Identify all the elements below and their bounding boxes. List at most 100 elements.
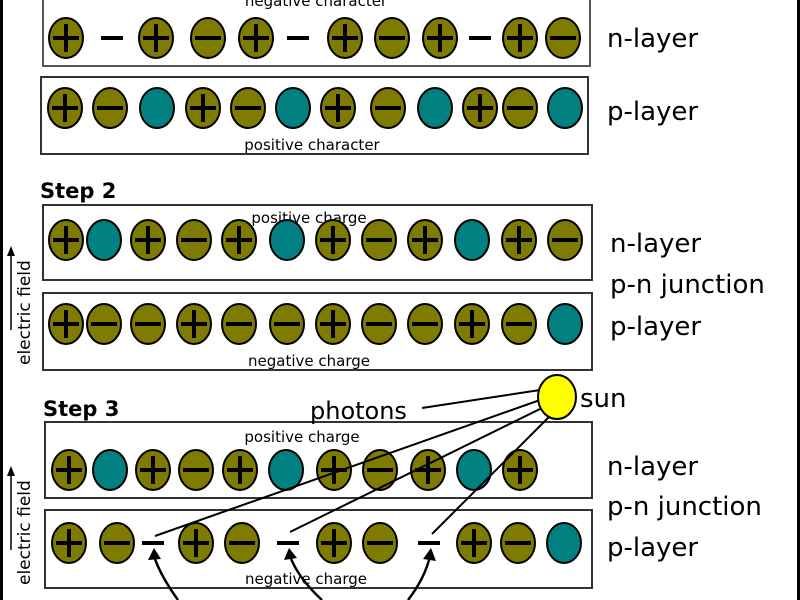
- step2-title: Step 2: [40, 179, 116, 203]
- negative-atom-icon: [99, 522, 135, 564]
- negative-atom-icon: [545, 17, 581, 59]
- positive-atom-icon: [456, 522, 492, 564]
- hole-icon: [546, 522, 582, 564]
- positive-atom-icon: [185, 87, 221, 129]
- step1-n-layer-box: [42, 0, 591, 67]
- step2: Step 2 positive charge negative charge n…: [7, 179, 765, 371]
- positive-atom-icon: [222, 449, 258, 491]
- negative-atom-icon: [92, 87, 128, 129]
- negative-atom-icon: [176, 219, 212, 261]
- positive-atom-icon: [502, 17, 538, 59]
- negative-atom-icon: [269, 303, 305, 345]
- positive-atom-icon: [138, 17, 174, 59]
- step1: negative character n-layer positive char…: [40, 0, 698, 155]
- hole-icon: [454, 219, 490, 261]
- positive-atom-icon: [48, 303, 84, 345]
- positive-atom-icon: [315, 219, 351, 261]
- hole-icon: [547, 303, 583, 345]
- photon-ray-1: [154, 399, 541, 537]
- positive-atom-icon: [221, 219, 257, 261]
- negative-atom-icon: [407, 303, 443, 345]
- electron-arrow-1: [152, 555, 180, 600]
- photon-ray-3: [431, 415, 551, 535]
- step1-bottom-caption: positive character: [244, 136, 380, 154]
- sun-icon: [537, 374, 577, 420]
- step2-top-caption: positive charge: [251, 209, 366, 227]
- free-electron-icon: [277, 541, 299, 545]
- hole-icon: [92, 449, 128, 491]
- step3-n-layer-box: [44, 421, 593, 499]
- step2-n-layer-box: [42, 204, 593, 281]
- hole-icon: [139, 87, 175, 129]
- step3-bottom-caption: negative charge: [245, 570, 367, 588]
- negative-atom-icon: [374, 17, 410, 59]
- step3: Step 3 positive charge negative charge n…: [7, 374, 762, 600]
- positive-atom-icon: [238, 17, 274, 59]
- step2-bottom-caption: negative charge: [248, 352, 370, 370]
- positive-atom-icon: [48, 17, 84, 59]
- photons-label: photons: [310, 397, 407, 425]
- step1-n-label: n-layer: [607, 24, 698, 54]
- frame-right: [797, 0, 800, 600]
- step2-p-label: p-layer: [610, 312, 701, 342]
- step3-top-caption: positive charge: [244, 428, 359, 446]
- step3-n-row: [51, 449, 538, 491]
- positive-atom-icon: [178, 522, 214, 564]
- negative-atom-icon: [221, 303, 257, 345]
- positive-atom-icon: [407, 219, 443, 261]
- negative-atom-icon: [361, 303, 397, 345]
- step2-field-arrowhead-icon: [7, 246, 15, 256]
- positive-atom-icon: [462, 87, 498, 129]
- negative-atom-icon: [362, 522, 398, 564]
- positive-atom-icon: [320, 87, 356, 129]
- hole-icon: [268, 449, 304, 491]
- hole-icon: [269, 219, 305, 261]
- positive-atom-icon: [51, 449, 87, 491]
- positive-atom-icon: [454, 303, 490, 345]
- sun-label: sun: [580, 384, 627, 414]
- free-electron-icon: [101, 36, 123, 40]
- negative-atom-icon: [190, 17, 226, 59]
- positive-atom-icon: [422, 17, 458, 59]
- positive-atom-icon: [316, 449, 352, 491]
- step3-p-layer-box: [44, 509, 593, 589]
- step3-field-arrowhead-icon: [7, 466, 15, 476]
- step1-p-label: p-layer: [607, 97, 698, 127]
- step3-n-label: n-layer: [607, 452, 698, 482]
- step1-n-row: [48, 17, 581, 59]
- positive-atom-icon: [502, 449, 538, 491]
- negative-atom-icon: [224, 522, 260, 564]
- electron-arrowhead-3-icon: [423, 548, 436, 561]
- step2-n-label: n-layer: [610, 229, 701, 259]
- electron-arrowhead-1-icon: [148, 548, 161, 560]
- negative-atom-icon: [501, 303, 537, 345]
- free-electron-icon: [418, 541, 440, 545]
- negative-atom-icon: [370, 87, 406, 129]
- positive-atom-icon: [316, 522, 352, 564]
- positive-atom-icon: [501, 219, 537, 261]
- step3-field-label: electric field: [15, 480, 35, 585]
- free-electron-icon: [142, 541, 164, 545]
- positive-atom-icon: [47, 87, 83, 129]
- positive-atom-icon: [130, 219, 166, 261]
- step3-p-row: [51, 522, 582, 564]
- step3-junction-label: p-n junction: [607, 492, 762, 522]
- step2-p-layer-box: [42, 292, 593, 371]
- negative-atom-icon: [130, 303, 166, 345]
- step2-p-row: [48, 303, 583, 345]
- negative-atom-icon: [86, 303, 122, 345]
- hole-icon: [456, 449, 492, 491]
- negative-atom-icon: [547, 219, 583, 261]
- hole-icon: [275, 87, 311, 129]
- free-electron-icon: [287, 36, 309, 40]
- negative-atom-icon: [502, 87, 538, 129]
- positive-atom-icon: [176, 303, 212, 345]
- step1-p-row: [47, 87, 583, 129]
- step3-p-label: p-layer: [607, 533, 698, 563]
- photons-pointer-line: [421, 389, 541, 409]
- positive-atom-icon: [48, 219, 84, 261]
- negative-atom-icon: [230, 87, 266, 129]
- step2-n-row: [48, 219, 583, 261]
- negative-atom-icon: [361, 219, 397, 261]
